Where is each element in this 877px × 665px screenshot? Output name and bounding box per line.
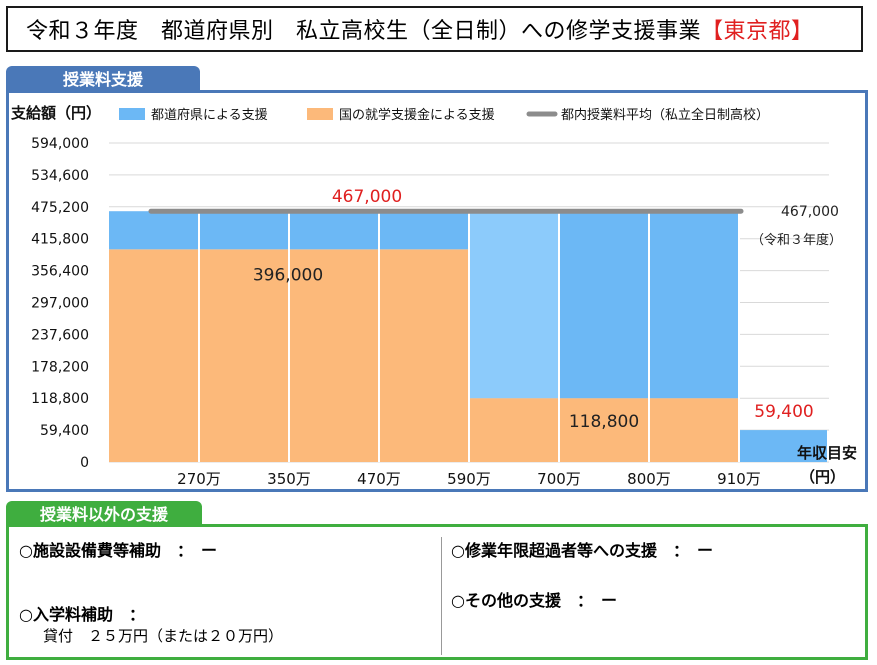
y-tick-label-6: 356,400 bbox=[31, 264, 89, 280]
tab-tuition-support: 授業料支援 bbox=[6, 66, 200, 90]
bar-prefecture-0 bbox=[109, 211, 199, 250]
x-tick-label-3: 470万 bbox=[357, 470, 401, 488]
over-years-support: ○修業年限超過者等への支援 ： ー bbox=[451, 541, 713, 560]
legend-label-2: 都内授業料平均（私立全日制高校） bbox=[561, 107, 769, 123]
bar-national-5 bbox=[559, 398, 649, 462]
chart-panel: 0 59,400 118,800 178,200 237,600 297,000 356,4… bbox=[6, 90, 868, 492]
average-value-label: 467,000 bbox=[781, 204, 839, 220]
x-tick-label-7: 910万 bbox=[717, 470, 761, 488]
bar-national-6 bbox=[649, 398, 739, 462]
tab-other-support: 授業料以外の支援 bbox=[6, 501, 202, 525]
national-lower-label: 118,800 bbox=[569, 412, 639, 432]
x-tick-label-1: 270万 bbox=[177, 470, 221, 488]
x-tick-label-4: 590万 bbox=[447, 470, 491, 488]
admission-subsidy: ○入学料補助 ： bbox=[19, 605, 145, 624]
tuition-chart: 0 59,400 118,800 178,200 237,600 297,000 356,4… bbox=[10, 104, 857, 488]
bar-national-4 bbox=[469, 398, 559, 462]
y-tick-label-3: 178,200 bbox=[31, 359, 89, 375]
bar-prefecture-5 bbox=[559, 211, 649, 399]
y-tick-label-10: 594,000 bbox=[31, 136, 89, 152]
y-tick-label-9: 534,600 bbox=[31, 168, 89, 184]
title-prefecture: 【東京都】 bbox=[701, 19, 814, 44]
legend-label-0: 都道府県による支援 bbox=[151, 108, 268, 123]
bar-prefecture-7 bbox=[739, 430, 827, 462]
admission-detail: 貸付 ２５万円（または２０万円） bbox=[43, 627, 284, 645]
x-axis-title-line2: （円） bbox=[800, 468, 845, 486]
y-tick-label-2: 118,800 bbox=[31, 391, 89, 407]
x-tick-label-5: 700万 bbox=[537, 470, 581, 488]
x-tick-label-6: 800万 bbox=[627, 470, 671, 488]
bar-prefecture-1 bbox=[199, 211, 289, 250]
page-title: 令和３年度 都道府県別 私立高校生（全日制）への修学支援事業 【東京都】 bbox=[6, 6, 863, 52]
legend-label-1: 国の就学支援金による支援 bbox=[339, 107, 495, 123]
bar-prefecture-6 bbox=[649, 211, 739, 399]
panel-divider bbox=[441, 537, 442, 655]
average-note-label: （令和３年度） bbox=[751, 232, 842, 248]
y-tick-label-0: 0 bbox=[80, 455, 89, 471]
y-tick-label-1: 59,400 bbox=[40, 423, 89, 439]
bar-national-3 bbox=[379, 249, 469, 462]
last-band-value-label: 59,400 bbox=[754, 402, 813, 422]
national-upper-label: 396,000 bbox=[253, 265, 323, 285]
other-support-panel: ○施設設備費等補助 ： ー ○入学料補助 ： 貸付 ２５万円（または２０万円） … bbox=[6, 524, 868, 660]
title-main: 令和３年度 都道府県別 私立高校生（全日制）への修学支援事業 bbox=[26, 19, 702, 44]
y-tick-label-5: 297,000 bbox=[31, 296, 89, 312]
x-tick-label-2: 350万 bbox=[267, 470, 311, 488]
facility-subsidy: ○施設設備費等補助 ： ー bbox=[19, 541, 217, 560]
bar-national-0 bbox=[109, 249, 199, 462]
other-support-item: ○その他の支援 ： ー bbox=[451, 591, 617, 610]
legend-swatch-1 bbox=[307, 108, 333, 120]
y-axis-title: 支給額（円） bbox=[10, 104, 101, 122]
y-tick-label-8: 475,200 bbox=[31, 200, 89, 216]
y-tick-label-7: 415,800 bbox=[31, 232, 89, 248]
total-value-label: 467,000 bbox=[332, 187, 402, 207]
bar-national-1 bbox=[199, 249, 289, 462]
bar-prefecture-2 bbox=[289, 211, 379, 250]
bar-prefecture-3 bbox=[379, 211, 469, 250]
y-tick-label-4: 237,600 bbox=[31, 327, 89, 343]
legend-swatch-0 bbox=[119, 108, 145, 120]
bar-national-2 bbox=[289, 249, 379, 462]
bar-prefecture-4 bbox=[469, 211, 559, 399]
x-axis-title-line1: 年収目安 bbox=[797, 444, 857, 462]
